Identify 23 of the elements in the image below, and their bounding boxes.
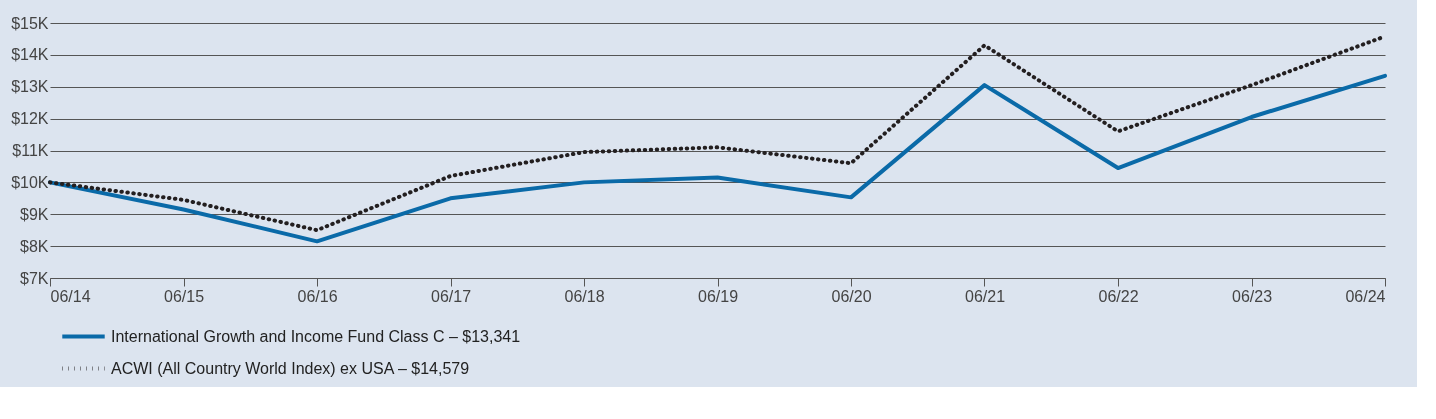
x-tick-label: 06/20 [831, 287, 872, 305]
y-tick-label: $15K [11, 14, 49, 32]
y-tick-label: $9K [20, 205, 49, 223]
y-tick-label: $8K [20, 237, 49, 255]
y-tick-label: $13K [11, 78, 49, 96]
x-tick-label: 06/21 [964, 287, 1006, 305]
x-tick-label: 06/17 [430, 287, 472, 305]
y-tick-label: $7K [20, 269, 49, 287]
y-tick-label: $14K [11, 46, 49, 64]
x-tick-label: 06/22 [1098, 287, 1139, 305]
y-tick-label: $11K [12, 142, 49, 159]
legend-label: ACWI (All Country World Index) ex USA – $14,579 [111, 359, 470, 377]
x-tick-label: 06/18 [564, 287, 605, 305]
y-tick-label: $12K [11, 110, 49, 128]
x-tick-label: 06/14 [50, 287, 91, 305]
x-tick-label: 06/23 [1231, 287, 1273, 305]
x-tick-label: 06/24 [1345, 287, 1386, 305]
y-tick-label: $10K [11, 173, 49, 191]
x-tick-label: 06/16 [297, 287, 338, 305]
x-tick-label: 06/15 [163, 287, 205, 305]
x-tick-label: 06/19 [697, 287, 739, 305]
line-series [48, 73, 1387, 244]
legend-label: International Growth and Income Fund Class C – $13,341 [111, 327, 521, 345]
